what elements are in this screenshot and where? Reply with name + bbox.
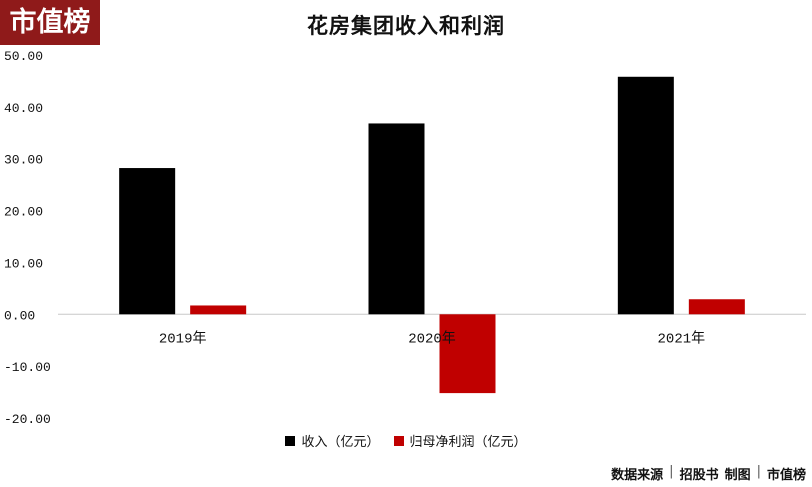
bar-net-profit <box>439 314 496 394</box>
source-value: 招股书 <box>679 468 719 483</box>
y-tick-label: 40.00 <box>4 101 43 116</box>
source-label: 数据来源 <box>611 468 664 483</box>
footer-separator: | <box>756 464 761 479</box>
made-by-value: 市值榜 <box>766 468 806 483</box>
x-category-label: 2021年 <box>658 330 706 347</box>
y-tick-label: 30.00 <box>4 153 43 168</box>
y-tick-label: 10.00 <box>4 256 43 271</box>
legend-label-net-profit: 归母净利润（亿元） <box>409 435 527 450</box>
bar-net-profit <box>688 299 745 315</box>
y-tick-label: 50.00 <box>4 49 43 64</box>
y-tick-label: 0.00 <box>4 308 35 323</box>
source-footer: 数据来源 | 招股书 制图 | 市值榜 <box>611 464 806 483</box>
legend-label-revenue: 收入（亿元） <box>301 435 380 450</box>
legend-item-net-profit: 归母净利润（亿元） <box>393 431 527 450</box>
brand-logo: 市值榜 <box>0 0 100 45</box>
y-tick-label: -20.00 <box>4 412 51 427</box>
bar-revenue <box>119 168 176 315</box>
footer-separator: | <box>669 464 674 479</box>
bar-revenue <box>617 76 674 315</box>
y-tick-label: 20.00 <box>4 205 43 220</box>
legend-swatch-revenue <box>285 435 296 446</box>
x-category-label: 2020年 <box>408 330 456 347</box>
chart-legend: 收入（亿元） 归母净利润（亿元） <box>0 431 812 450</box>
x-category-label: 2019年 <box>159 330 207 347</box>
bar-net-profit <box>190 305 247 315</box>
chart-title: 花房集团收入和利润 <box>307 14 505 38</box>
bar-revenue <box>368 123 425 315</box>
legend-item-revenue: 收入（亿元） <box>285 431 380 450</box>
y-tick-label: -10.00 <box>4 360 51 375</box>
made-by-label: 制图 <box>724 468 751 483</box>
legend-swatch-net-profit <box>393 435 404 446</box>
